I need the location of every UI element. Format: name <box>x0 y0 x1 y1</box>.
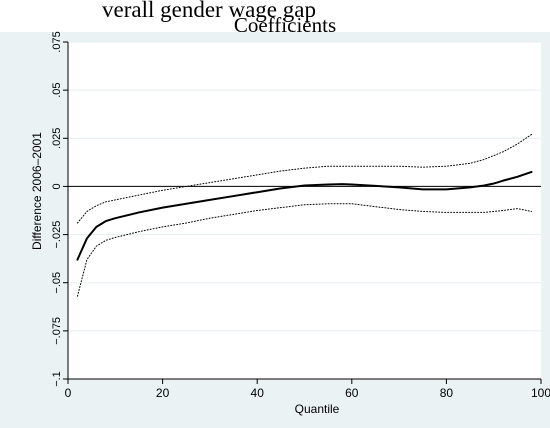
y-axis-label: Difference 2006–2001 <box>30 132 44 250</box>
y-tick-label: .075 <box>51 31 63 52</box>
y-tick-label: .025 <box>51 128 63 149</box>
tick-labels: 0 20 40 60 80 100 −.1 −.075 −.05 −.025 0 .025 .05 .07… <box>51 31 550 400</box>
axes <box>63 41 542 384</box>
x-axis-label: Quantile <box>295 402 340 416</box>
series-layer <box>68 133 541 297</box>
y-tick-label: −.1 <box>51 371 63 387</box>
x-tick-label: 60 <box>345 386 359 400</box>
y-tick-label: −.025 <box>51 221 63 249</box>
y-tick-label: −.05 <box>51 272 63 294</box>
x-tick-label: 80 <box>440 386 454 400</box>
x-tick-label: 100 <box>531 386 550 400</box>
chart-title: verall gender wage gap <box>102 0 316 22</box>
y-tick-label: −.075 <box>51 317 63 345</box>
x-tick-label: 20 <box>156 386 170 400</box>
x-tick-label: 0 <box>65 386 72 400</box>
x-tick-label: 40 <box>251 386 265 400</box>
y-tick-label: 0 <box>51 183 63 189</box>
y-tick-label: .05 <box>51 82 63 97</box>
plot-area-background <box>68 42 541 379</box>
confidence-band-line <box>76 203 533 297</box>
estimate-series-line <box>76 170 533 261</box>
chart-subtitle: Coefficients <box>234 13 336 37</box>
confidence-band-line <box>76 133 533 224</box>
